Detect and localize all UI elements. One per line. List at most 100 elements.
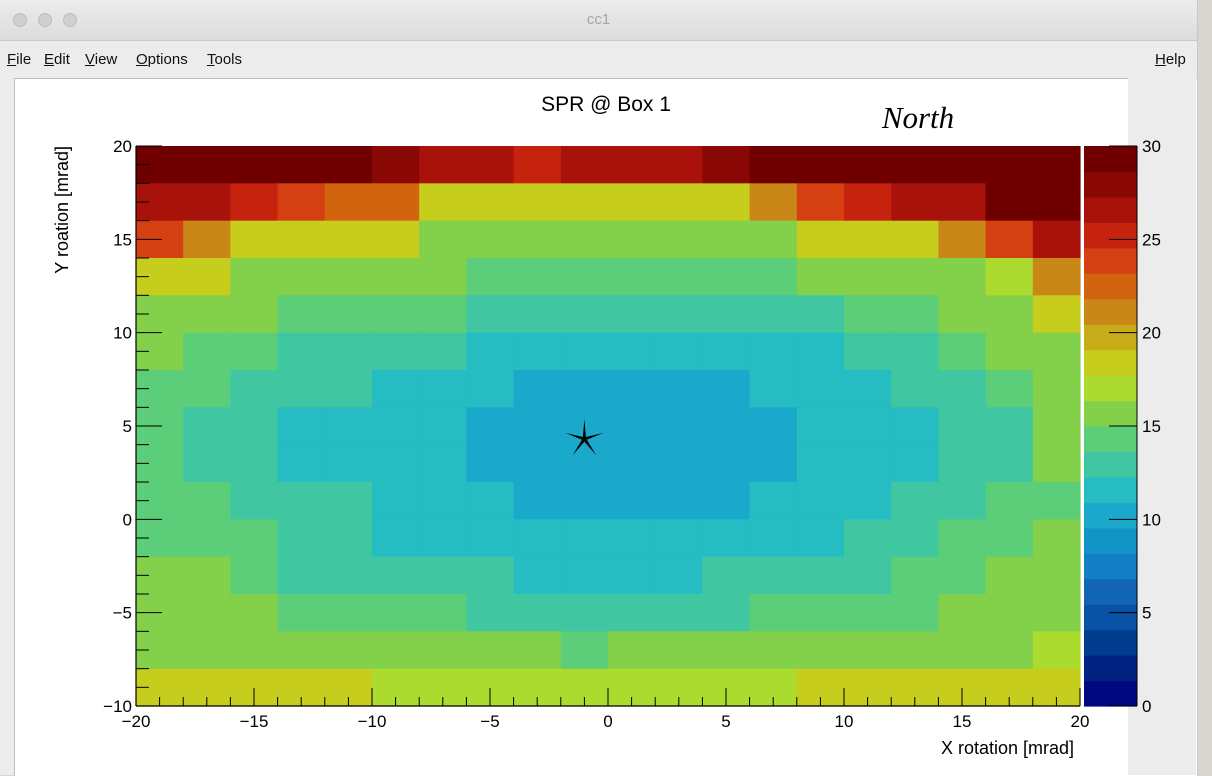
heatmap-cell <box>844 444 892 483</box>
menu-file[interactable]: File <box>7 51 32 68</box>
heatmap-cell <box>324 482 373 520</box>
heatmap-cell <box>891 444 939 483</box>
heatmap-cell <box>513 332 562 371</box>
heatmap-cell <box>844 631 892 670</box>
heatmap-cell <box>749 183 798 222</box>
heatmap-cell <box>1032 258 1081 296</box>
heatmap-cell <box>277 556 326 595</box>
heatmap-cell <box>513 258 562 296</box>
palette-swatch <box>1084 146 1137 173</box>
minimize-window-button[interactable] <box>38 13 52 27</box>
north-label: North <box>881 100 954 135</box>
heatmap-cell <box>183 332 231 371</box>
heatmap-cell <box>749 146 798 184</box>
heatmap-cell <box>183 146 231 184</box>
menu-edit[interactable]: Edit <box>44 51 70 68</box>
palette-swatch <box>1084 349 1137 376</box>
heatmap-cell <box>749 519 798 558</box>
heatmap-cell <box>183 556 231 595</box>
heatmap-cell <box>796 220 845 259</box>
heatmap-cell <box>419 407 467 446</box>
palette-swatch <box>1084 553 1137 580</box>
heatmap-cell <box>985 370 1034 408</box>
heatmap-cell <box>844 482 892 520</box>
heatmap-cell <box>277 146 326 184</box>
heatmap-cell <box>419 519 467 558</box>
heatmap-cell <box>419 594 467 632</box>
heatmap-cell <box>891 631 939 670</box>
heatmap-cell <box>1032 594 1081 632</box>
menu-view[interactable]: View <box>85 51 118 68</box>
heatmap-cell <box>513 220 562 259</box>
y-tick-label: 15 <box>113 230 132 249</box>
heatmap-cell <box>466 594 515 632</box>
heatmap-cell <box>938 332 987 371</box>
heatmap-cell <box>702 295 751 334</box>
heatmap-cell <box>608 556 656 595</box>
heatmap-cell <box>324 556 373 595</box>
heatmap-cell <box>985 183 1034 222</box>
y-tick-label: 0 <box>123 510 132 529</box>
heatmap-cell <box>655 332 703 371</box>
marker-layer <box>565 419 604 456</box>
heatmap-cell <box>466 631 515 670</box>
heatmap-cell <box>324 146 373 184</box>
heatmap-cell <box>372 594 420 632</box>
heatmap-cell <box>702 444 751 483</box>
heatmap-cell <box>183 370 231 408</box>
heatmap-cell <box>513 407 562 446</box>
heatmap-cell <box>183 482 231 520</box>
heatmap-cell <box>277 631 326 670</box>
color-palette: 0 5 10 15 20 25 30 <box>1084 137 1161 716</box>
y-axis-label: Y roation [mrad] <box>52 146 72 274</box>
heatmap-cell <box>655 183 703 222</box>
heatmap-cell <box>985 482 1034 520</box>
heatmap-cell <box>749 407 798 446</box>
heatmap-cell <box>891 295 939 334</box>
heatmap-cell <box>513 444 562 483</box>
heatmap-cell <box>324 631 373 670</box>
heatmap-cell <box>608 183 656 222</box>
heatmap-cell <box>844 370 892 408</box>
heatmap-cell <box>230 482 279 520</box>
palette-tick-label: 15 <box>1142 417 1161 436</box>
heatmap-cell <box>230 444 279 483</box>
heatmap-cell <box>466 407 515 446</box>
heatmap-cell <box>796 407 845 446</box>
heatmap-cell <box>655 519 703 558</box>
palette-swatch <box>1084 196 1137 223</box>
heatmap-cell <box>324 407 373 446</box>
heatmap-cell <box>702 519 751 558</box>
heatmap-cell <box>844 519 892 558</box>
x-tick-label: −20 <box>122 712 151 731</box>
heatmap-cell <box>655 220 703 259</box>
heatmap-cell <box>891 146 939 184</box>
heatmap-cell <box>844 295 892 334</box>
heatmap-cell <box>277 594 326 632</box>
palette-tick-label: 30 <box>1142 137 1161 156</box>
heatmap-cell <box>844 407 892 446</box>
heatmap-cell <box>844 332 892 371</box>
menu-tools[interactable]: Tools <box>207 51 243 68</box>
heatmap-cell <box>277 444 326 483</box>
axes: −20 −15 −10 −5 0 5 10 15 20 −10 −5 0 5 10 15 20 <box>103 137 1089 731</box>
palette-swatch <box>1084 171 1137 198</box>
heatmap-cell <box>372 631 420 670</box>
heatmap-cell <box>419 183 467 222</box>
heatmap-cell <box>608 519 656 558</box>
heatmap-cell <box>277 183 326 222</box>
heatmap-cell <box>655 370 703 408</box>
heatmap-cell <box>324 370 373 408</box>
close-window-button[interactable] <box>13 13 27 27</box>
y-tick-label: 10 <box>113 324 132 343</box>
heatmap-cell <box>419 146 467 184</box>
zoom-window-button[interactable] <box>63 13 77 27</box>
heatmap-cell <box>419 370 467 408</box>
x-tick-label: −10 <box>358 712 387 731</box>
heatmap-cell <box>749 258 798 296</box>
heatmap-cell <box>655 444 703 483</box>
heatmap-cell <box>844 258 892 296</box>
menu-help[interactable]: Help <box>1155 51 1186 68</box>
heatmap-cell <box>324 220 373 259</box>
menu-options[interactable]: Options <box>136 51 188 68</box>
